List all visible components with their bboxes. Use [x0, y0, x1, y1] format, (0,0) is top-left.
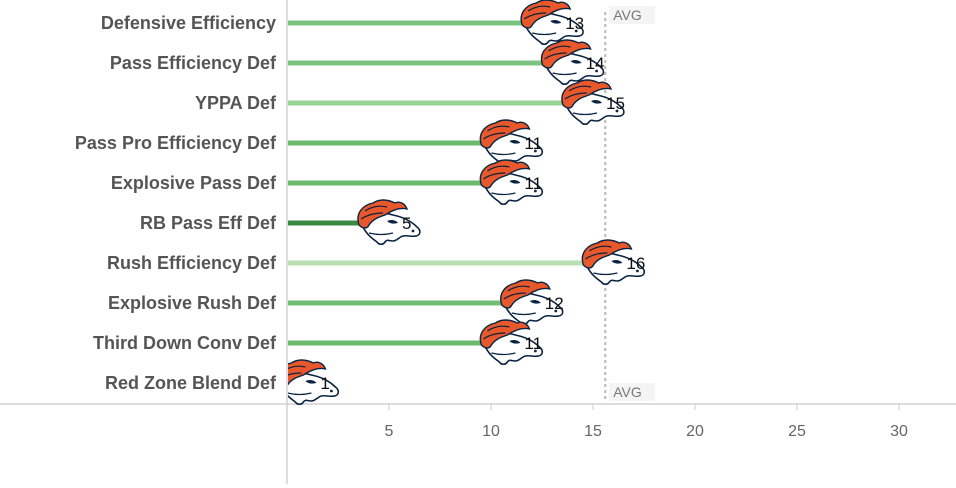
bar — [288, 100, 593, 106]
category-label: YPPA Def — [195, 93, 277, 113]
value-label: 15 — [606, 94, 625, 113]
value-label: 16 — [626, 254, 645, 273]
broncos-logo-icon — [357, 199, 421, 246]
avg-label-bottom: AVG — [613, 384, 642, 400]
avg-reference: AVG AVG — [604, 6, 656, 401]
value-label: 11 — [524, 134, 542, 153]
bar — [288, 60, 573, 66]
value-label: 12 — [545, 294, 564, 313]
value-label: 11 — [524, 334, 542, 353]
bar — [288, 300, 532, 306]
broncos-logo-icon — [479, 319, 544, 366]
x-tick-label: 10 — [482, 423, 500, 440]
bar — [288, 20, 553, 26]
x-tick-label: 5 — [385, 423, 394, 440]
category-label: Explosive Pass Def — [111, 173, 277, 193]
x-tick-label: 30 — [890, 423, 908, 440]
bar — [288, 340, 512, 346]
bars-layer — [288, 20, 614, 386]
value-label: 1 — [320, 374, 329, 393]
category-label: Defensive Efficiency — [101, 13, 276, 33]
x-tick-label: 15 — [584, 423, 602, 440]
avg-label-top: AVG — [613, 7, 642, 23]
avg-label-bg-bottom — [609, 383, 656, 401]
category-label: Explosive Rush Def — [108, 293, 277, 313]
broncos-logo-icon — [540, 39, 605, 86]
bar — [288, 220, 389, 226]
markers-layer — [287, 0, 646, 406]
value-label: 5 — [402, 214, 411, 233]
bar — [288, 140, 512, 146]
bar — [288, 180, 512, 186]
value-label: 14 — [586, 54, 605, 73]
category-label: Pass Efficiency Def — [110, 53, 277, 73]
x-tick-label: 25 — [788, 423, 806, 440]
category-label: Rush Efficiency Def — [107, 253, 277, 273]
avg-label-bg-top — [609, 6, 656, 24]
category-label: Third Down Conv Def — [93, 333, 277, 353]
broncos-logo-icon — [581, 239, 646, 286]
broncos-logo-icon — [479, 119, 544, 166]
value-label: 11 — [524, 174, 542, 193]
value-label: 13 — [565, 14, 584, 33]
category-label: Red Zone Blend Def — [105, 373, 277, 393]
broncos-logo-icon — [561, 79, 625, 126]
category-label: Pass Pro Efficiency Def — [75, 133, 277, 153]
category-label: RB Pass Eff Def — [140, 213, 277, 233]
x-tick-label: 20 — [686, 423, 704, 440]
category-labels: Defensive Efficiency Pass Efficiency Def Y… — [75, 13, 277, 393]
bar — [288, 260, 614, 266]
broncos-logo-icon — [287, 359, 340, 406]
broncos-logo-icon — [520, 0, 584, 46]
broncos-logo-icon — [479, 159, 544, 206]
